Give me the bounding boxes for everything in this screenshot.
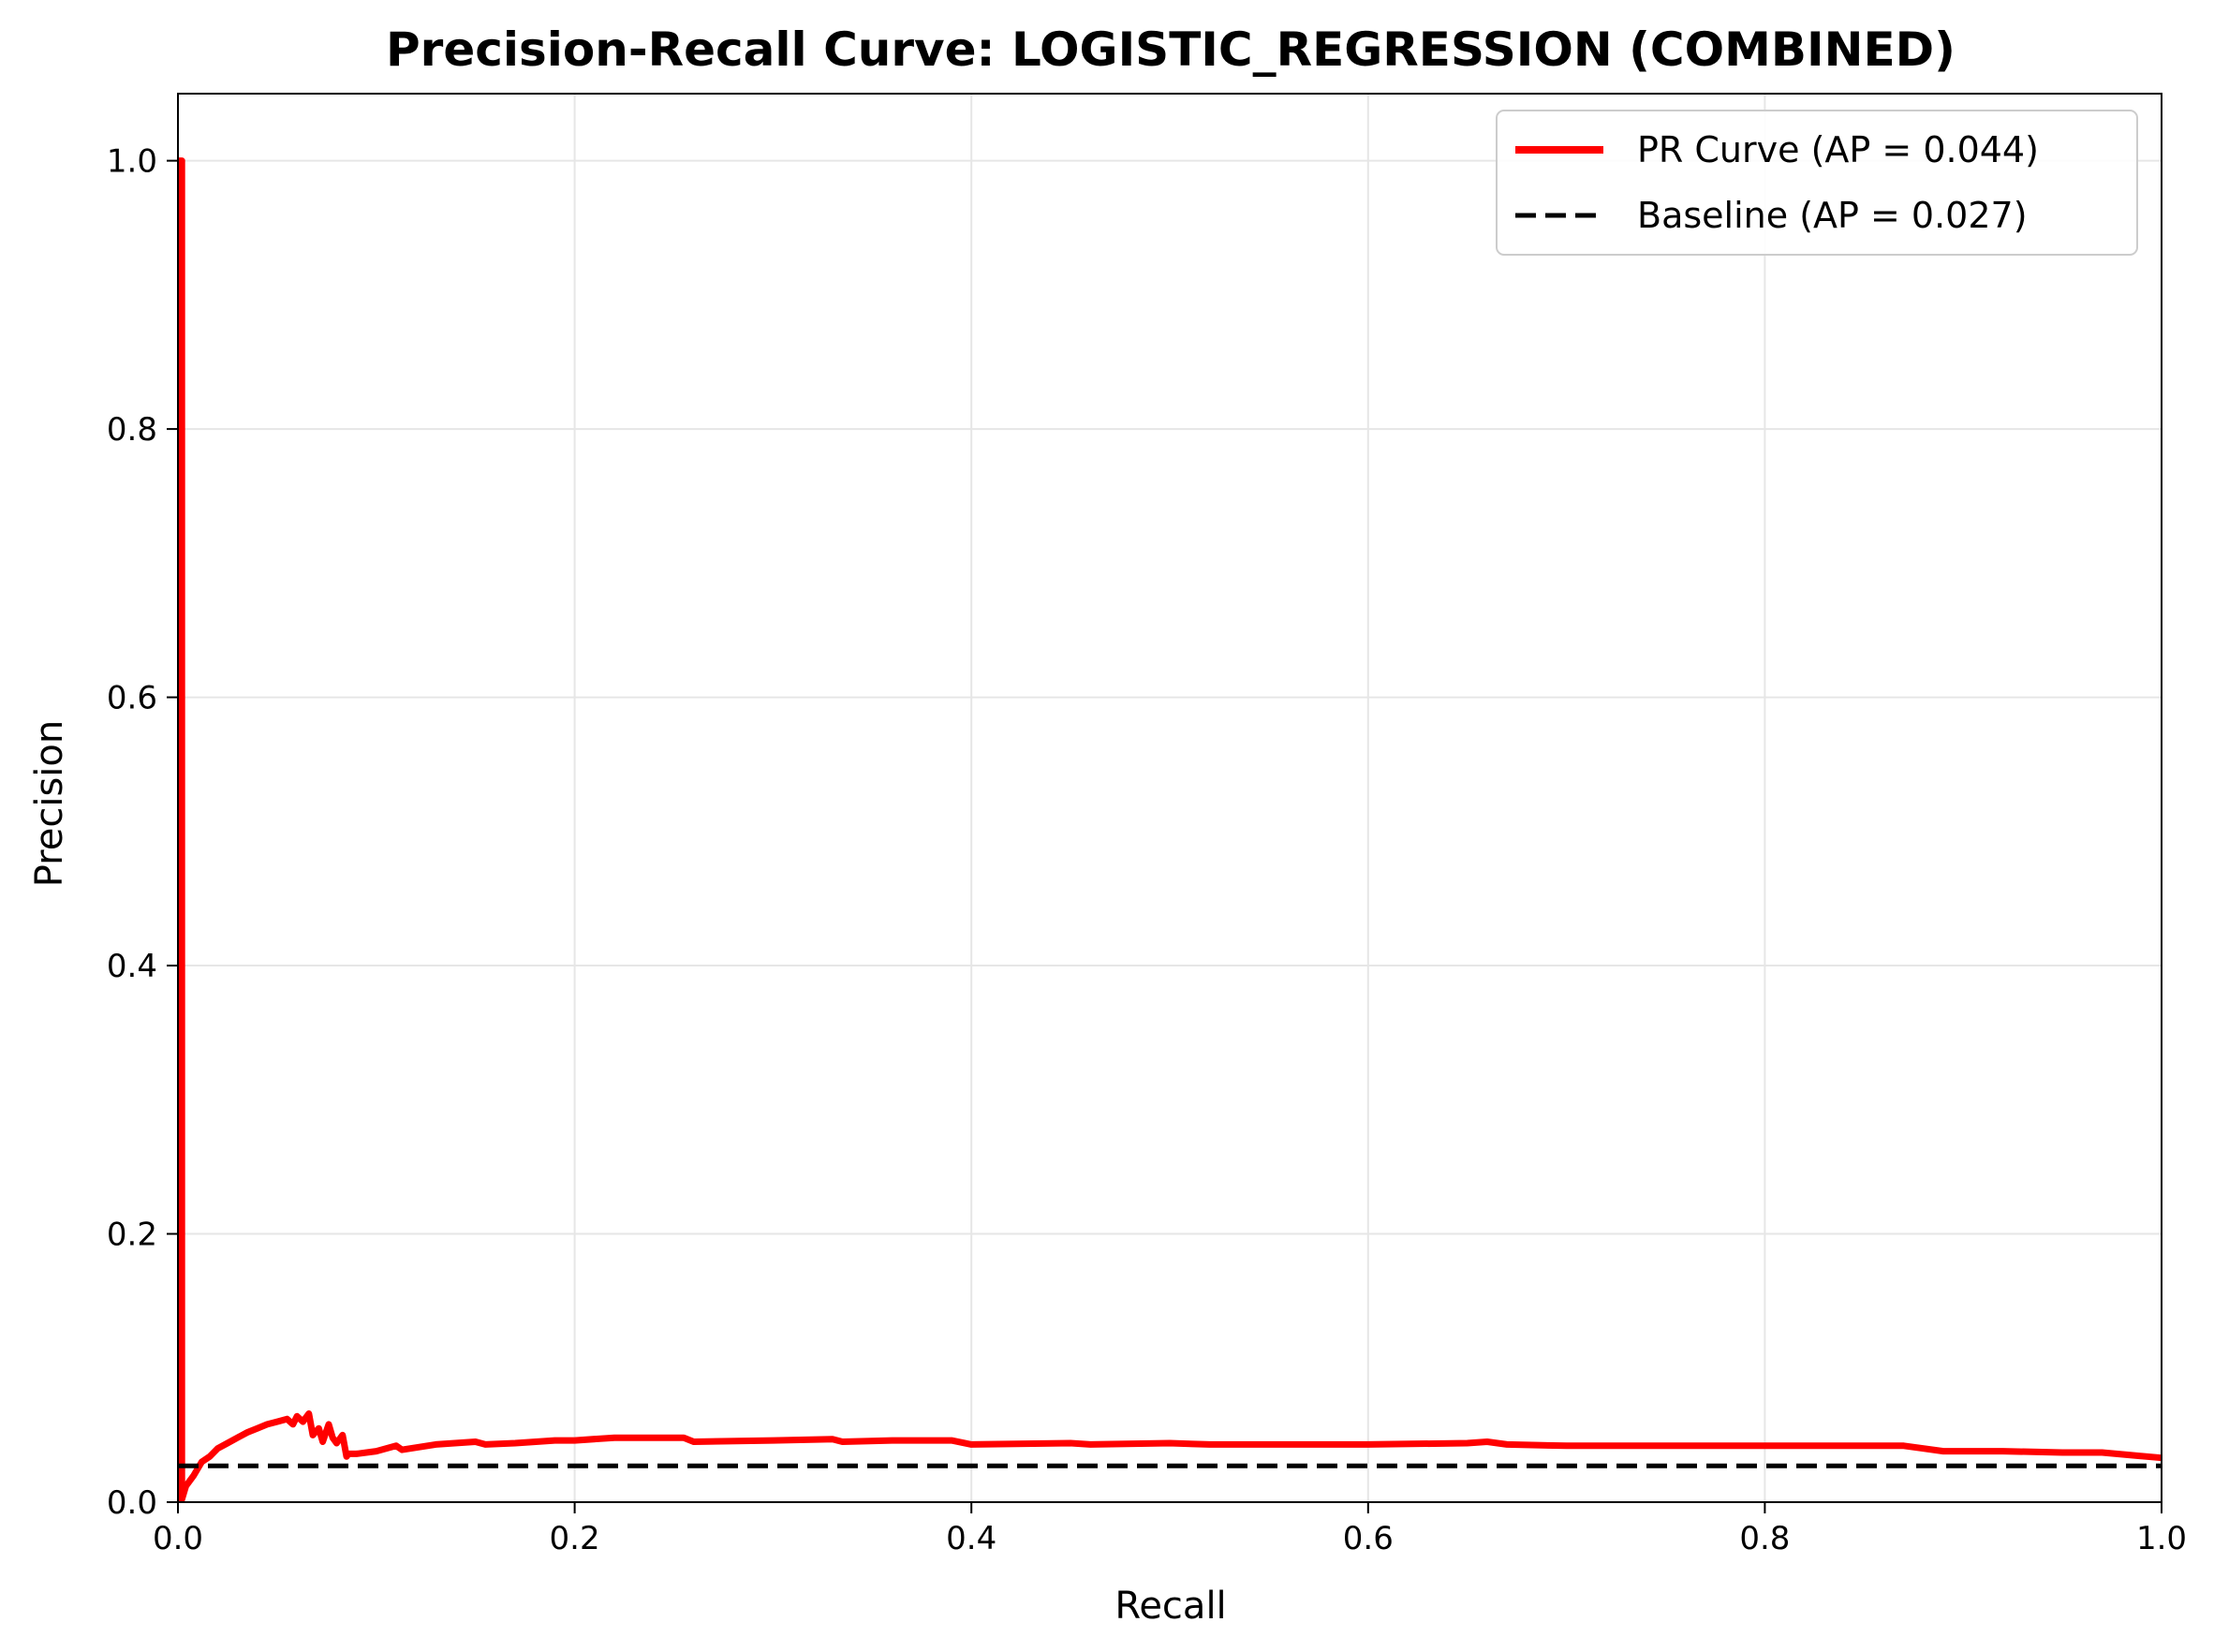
legend: PR Curve (AP = 0.044) Baseline (AP = 0.02… [1496,110,2138,256]
y-tick-label: 0.0 [107,1484,157,1522]
x-axis-label: Recall [1114,1585,1226,1628]
y-axis-ticks: 0.0 0.2 0.4 0.6 0.8 1.0 [107,143,178,1522]
plot-frame [177,93,2162,1503]
legend-pr-curve-label: PR Curve (AP = 0.044) [1637,129,2039,170]
y-tick-label: 1.0 [107,143,157,181]
x-tick-label: 0.6 [1343,1520,1394,1557]
y-tick-label: 0.6 [107,680,157,717]
y-tick-label: 0.4 [107,948,157,985]
y-tick-label: 0.8 [107,411,157,449]
legend-baseline-label: Baseline (AP = 0.027) [1637,195,2028,236]
x-tick-label: 1.0 [2136,1520,2187,1557]
x-tick-label: 0.8 [1739,1520,1790,1557]
x-tick-label: 0.4 [946,1520,996,1557]
y-axis-label: Precision [28,720,71,887]
x-tick-label: 0.0 [153,1520,203,1557]
grid [177,94,2162,1503]
pr-curve-line [178,157,2162,1503]
x-axis-ticks: 0.0 0.2 0.4 0.6 0.8 1.0 [153,1502,2187,1557]
y-tick-label: 0.2 [107,1217,157,1254]
chart-title: Precision-Recall Curve: LOGISTIC_REGRESS… [386,22,1956,77]
legend-box [1496,110,2138,256]
series-layer [178,157,2162,1503]
x-tick-label: 0.2 [550,1520,600,1557]
